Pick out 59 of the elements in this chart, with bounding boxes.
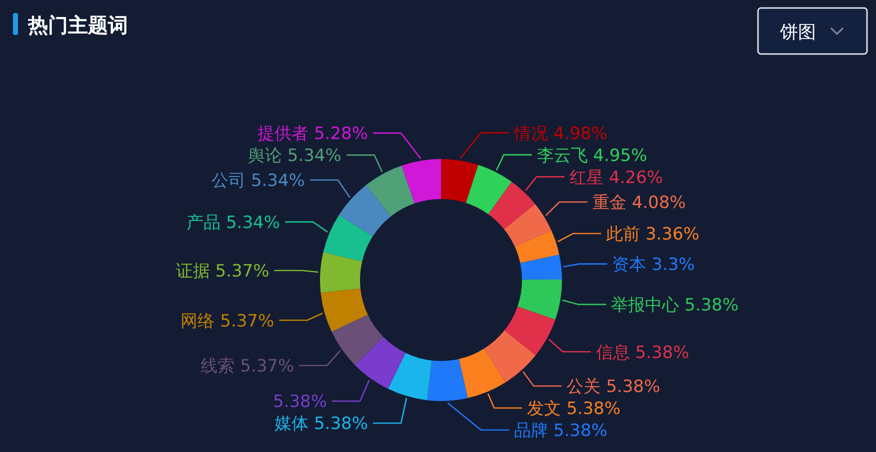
donut-slice	[339, 184, 391, 236]
data-label: 3.36%	[645, 224, 700, 245]
text: 饼图	[779, 22, 816, 43]
donut-slice	[402, 159, 441, 204]
donut-slice	[514, 230, 560, 263]
donut-slice	[504, 306, 556, 356]
data-label: 5.37%	[215, 262, 270, 282]
donut-slice	[518, 279, 562, 320]
donut-slice	[484, 330, 536, 382]
slice-label: 重金	[592, 192, 632, 213]
data-label: 5.34%	[250, 171, 305, 191]
donut-slice	[466, 164, 512, 214]
slice-label: 发文	[527, 399, 567, 419]
data-label: 5.38%	[566, 399, 621, 419]
donut-slice	[320, 288, 368, 332]
donut-slice	[354, 336, 406, 389]
donut-slice	[366, 166, 415, 216]
slice-label: 信息	[596, 342, 636, 363]
slice-label: 媒体	[274, 414, 314, 434]
data-label: 5.38%	[635, 342, 690, 363]
data-label: 3.3%	[652, 254, 695, 275]
slice-label: 资本	[612, 254, 652, 275]
data-label: 5.38%	[314, 414, 368, 434]
data-label: 5.38%	[553, 421, 608, 441]
data-label: 4.98%	[553, 124, 608, 144]
slice-label: 证据	[176, 262, 216, 282]
slice-label: 公司	[212, 171, 251, 191]
data-label: 4.95%	[593, 146, 648, 166]
slice-label: 线索	[200, 356, 240, 376]
chart-title: 热门主题词	[27, 13, 128, 37]
donut-slice	[488, 182, 536, 230]
slice-label: 品牌	[514, 421, 554, 441]
donut-slice	[520, 254, 562, 280]
data-label: 4.08%	[632, 192, 686, 213]
donut-slice	[323, 214, 373, 262]
slice-label: 产品	[186, 212, 226, 233]
slice-label: 举报中心	[611, 295, 685, 316]
donut-slice	[504, 204, 552, 247]
donut-slice	[458, 348, 506, 398]
slice-label: 网络	[180, 311, 220, 332]
data-label: 5.28%	[314, 124, 368, 144]
data-label: 4.26%	[608, 168, 663, 188]
donut-slice	[320, 252, 362, 293]
data-label: 5.34%	[287, 146, 342, 166]
donut-slice	[332, 314, 384, 366]
donut-slice	[388, 352, 432, 400]
data-label: 5.38%	[272, 392, 328, 412]
data-label: 5.34%	[226, 212, 280, 233]
data-label: 5.37%	[240, 356, 294, 376]
slice-label: 李云飞	[536, 146, 594, 166]
slice-label: 此前	[606, 224, 646, 245]
data-label: 5.38%	[684, 295, 739, 316]
slice-label: 公关	[566, 377, 606, 397]
slice-label: 提供者	[258, 124, 314, 144]
slice-label: 舆论	[248, 146, 288, 166]
data-label: 5.37%	[220, 311, 274, 332]
data-label: 5.38%	[606, 377, 660, 397]
slice-label: 红星	[570, 168, 609, 188]
slice-label: 情况	[513, 124, 554, 144]
